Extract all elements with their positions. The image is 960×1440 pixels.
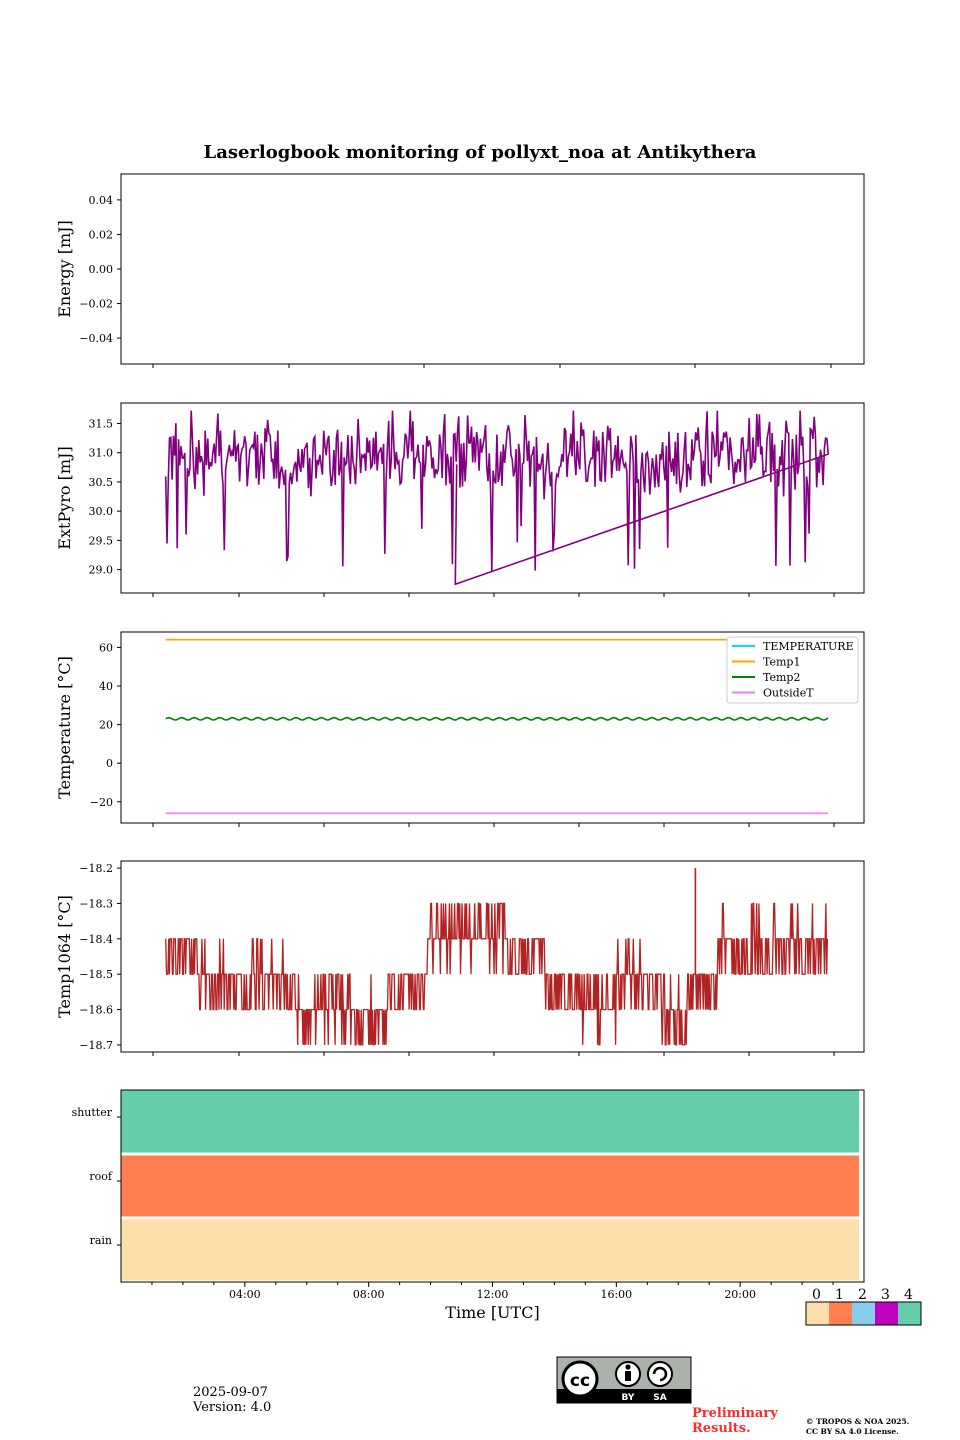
legend-label: Temp2 [763,671,800,684]
y-axis-label: ExtPyro [mJ] [55,446,74,549]
x-tick-label: 12:00 [477,1288,509,1301]
colorbar-cell-4 [898,1302,921,1325]
date-text: 2025-09-07 [193,1385,268,1400]
panel-extpyro: 31.5 31.0 30.5 30.0 29.5 29.0 ExtPyro [mJ] [55,402,865,597]
attribution-icon-head [625,1364,631,1370]
legend: TEMPERATURE Temp1 Temp2 OutsideT [726,636,859,704]
y-tick-label: −20 [90,796,113,809]
y-axis-label: Energy [mJ] [55,220,74,318]
status-bar-shutter [121,1090,859,1153]
y-tick-label: 30.5 [89,476,114,489]
y-tick-label: −18.2 [79,862,113,875]
y-tick-label: −0.02 [79,298,113,311]
x-axis-label: Time [UTC] [445,1303,539,1322]
panel-temp1064: −18.2 −18.3 −18.4 −18.5 −18.6 −18.7 Temp1064 [… [55,860,865,1056]
attribution-icon-body [625,1371,631,1381]
y-tick-label: 0.00 [89,263,114,276]
y-tick-label: 0.02 [89,228,114,241]
y-tick-label: 31.0 [89,447,114,460]
y-tick-label: 40 [99,680,113,693]
figure-title: Laserlogbook monitoring of pollyxt_noa a… [204,142,757,163]
y-tick-label: 0.04 [89,194,114,207]
panel-temperature: 60 40 20 0 −20 Temperature [°C] TEMPERATURE Tem… [55,631,865,827]
panel-frame [120,402,865,594]
version-text: Version: 4.0 [193,1400,272,1415]
legend-label: Temp1 [763,656,800,669]
y-tick-label: −18.3 [79,897,113,910]
share-alike-icon [647,1361,673,1387]
status-bar-roof [121,1155,859,1217]
panel-status: shutter roof rain 04:00 08:00 12:00 16:00 20:00… [72,1089,865,1322]
y-tick-label: 29.5 [89,534,114,547]
status-bar-rain [121,1219,859,1281]
status-row-label: rain [90,1234,112,1247]
y-tick-label: −18.4 [79,933,113,946]
y-tick-label: 31.5 [89,417,114,430]
y-tick-label: 20 [99,719,113,732]
series-line-extpyro [164,410,830,586]
y-tick-label: 30.0 [89,505,114,518]
cc-sa-label: SA [653,1393,666,1403]
panel-energy: 0.04 0.02 0.00 −0.02 −0.04 Energy [mJ] [55,173,865,368]
preliminary-line-1: Preliminary [692,1406,778,1421]
y-tick-label: −18.6 [79,1004,113,1017]
legend-box [726,636,859,704]
y-axis-label: Temperature [°C] [55,656,74,799]
colorbar-label: 1 [835,1287,844,1303]
colorbar-label: 3 [881,1287,890,1303]
status-row-label: shutter [72,1106,113,1119]
colorbar-cell-1 [829,1302,852,1325]
y-tick-label: 60 [99,641,113,654]
colorbar-label: 2 [858,1287,867,1303]
colorbar-cell-2 [852,1302,875,1325]
y-tick-label: −0.04 [79,332,113,345]
cc-license-badge: cc BY SA [556,1356,692,1404]
y-tick-label: 29.0 [89,564,114,577]
x-tick-label: 20:00 [724,1288,756,1301]
series-line-temp2 [165,716,829,721]
y-tick-label: 0 [106,757,113,770]
legend-label: TEMPERATURE [763,640,854,653]
preliminary-line-2: Results. [692,1421,751,1436]
panel-frame [120,860,865,1053]
copyright-line-2: CC BY SA 4.0 License. [806,1427,899,1436]
panel-frame [120,173,865,365]
cc-by-label: BY [622,1393,635,1403]
cc-logo-icon [561,1360,599,1398]
colorbar-cell-3 [875,1302,898,1325]
y-axis-label: Temp1064 [°C] [55,895,74,1018]
colorbar-label: 0 [812,1287,821,1303]
panel-frame [120,631,865,824]
legend-label: OutsideT [763,687,814,700]
share-alike-icon-arc [652,1366,668,1382]
x-tick-label: 04:00 [229,1288,261,1301]
x-tick-label: 08:00 [353,1288,385,1301]
colorbar-frame [805,1301,922,1326]
date-version-block: 2025-09-07 Version: 4.0 [193,1385,271,1415]
y-tick-label: −18.7 [79,1039,113,1052]
copyright-notice: © TROPOS & NOA 2025. CC BY SA 4.0 Licens… [806,1417,909,1437]
series-line-temp1064 [165,902,829,1046]
colorbar-label: 4 [904,1287,913,1303]
preliminary-notice: Preliminary Results. [692,1406,778,1436]
cc-logo-text: cc [570,1371,590,1391]
x-tick-label: 16:00 [600,1288,632,1301]
status-row-label: roof [89,1170,113,1183]
colorbar-cell-0 [806,1302,829,1325]
y-tick-label: −18.5 [79,968,113,981]
copyright-line-1: © TROPOS & NOA 2025. [806,1417,910,1426]
